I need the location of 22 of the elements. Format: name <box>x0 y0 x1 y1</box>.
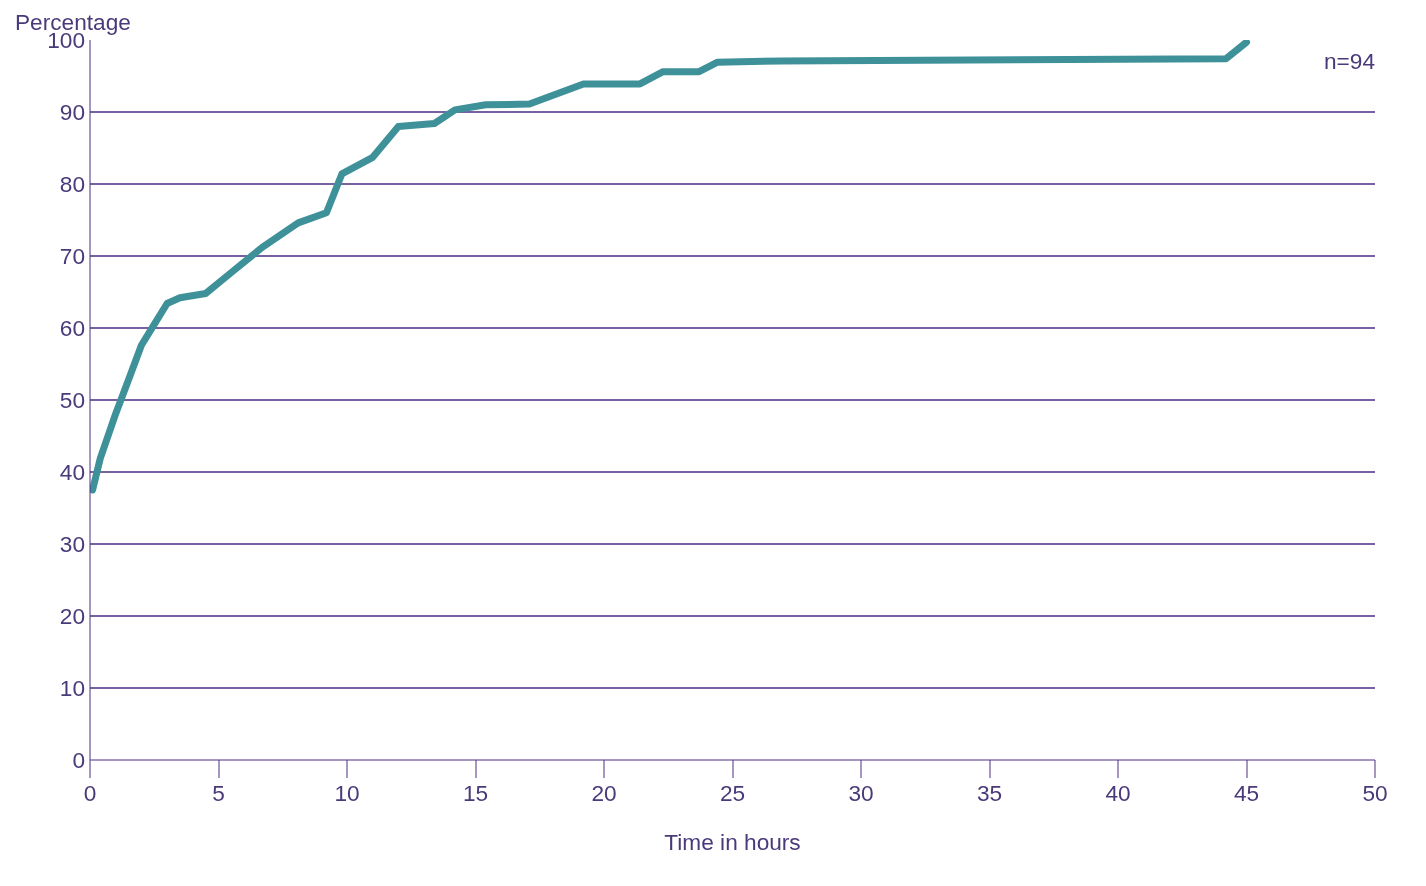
y-tick-label: 80 <box>59 170 85 197</box>
x-tick-label: 5 <box>212 780 225 806</box>
x-tick-label: 50 <box>1362 780 1388 806</box>
y-tick-label: 70 <box>59 242 85 269</box>
y-tick-label: 40 <box>59 458 85 485</box>
x-tick-label: 25 <box>719 780 746 806</box>
y-tick-label: 90 <box>59 98 85 125</box>
annotation: n=94 <box>1323 48 1376 74</box>
y-tick-label: 60 <box>59 314 85 341</box>
x-tick-label: 10 <box>334 780 360 806</box>
x-tick-label: 45 <box>1233 780 1260 806</box>
y-tick-label: 20 <box>59 602 85 629</box>
x-tick-label: 35 <box>976 780 1003 806</box>
y-tick-label: 10 <box>59 674 85 701</box>
x-tick-label: 30 <box>848 780 874 806</box>
x-tick-label: 40 <box>1105 780 1131 806</box>
x-axis-title: Time in hours <box>664 829 801 855</box>
x-tick-label: 15 <box>462 780 489 806</box>
y-tick-label: 30 <box>59 530 85 557</box>
y-tick-label: 50 <box>59 386 85 413</box>
x-tick-label: 20 <box>591 780 617 806</box>
y-tick-label: 0 <box>72 746 86 773</box>
